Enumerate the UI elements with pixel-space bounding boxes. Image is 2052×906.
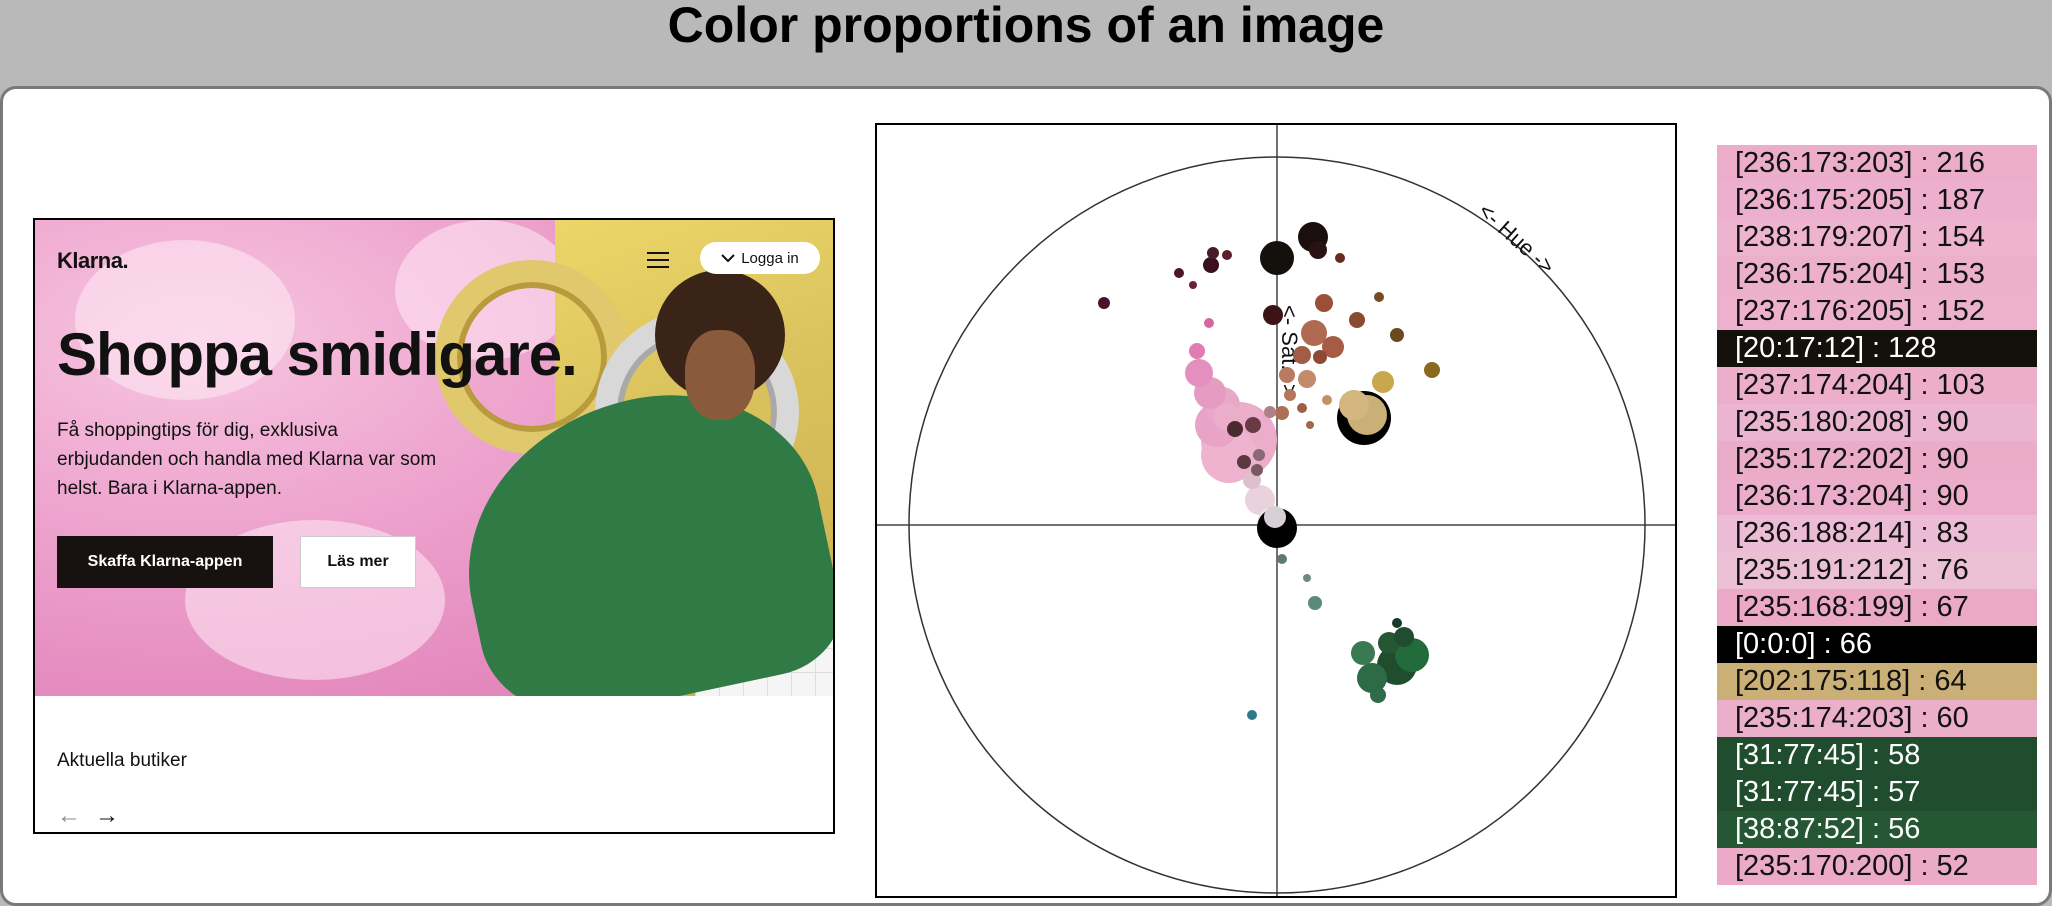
arrow-right-icon[interactable]: →	[95, 802, 119, 829]
color-point	[1394, 627, 1414, 647]
color-point	[1322, 336, 1344, 358]
color-point	[1245, 417, 1261, 433]
color-point	[1189, 281, 1197, 289]
color-row: [236:175:204] : 153	[1717, 256, 2037, 293]
color-row: [235:172:202] : 90	[1717, 441, 2037, 478]
login-button[interactable]: Logga in	[700, 242, 820, 274]
color-point	[1279, 367, 1295, 383]
color-row: [235:191:212] : 76	[1717, 552, 2037, 589]
color-row: [31:77:45] : 57	[1717, 774, 2037, 811]
page-title: Color proportions of an image	[667, 0, 1385, 53]
color-point	[1335, 253, 1345, 263]
color-points	[1098, 222, 1440, 720]
color-row: [31:77:45] : 58	[1717, 737, 2037, 774]
login-label: Logga in	[741, 249, 799, 267]
color-point	[1207, 247, 1219, 259]
color-point	[1372, 371, 1394, 393]
color-point	[1308, 596, 1322, 610]
color-row: [236:188:214] : 83	[1717, 515, 2037, 552]
color-point	[1349, 312, 1365, 328]
klarna-logo: Klarna.	[57, 248, 129, 273]
color-point	[1293, 346, 1311, 364]
color-point	[1306, 421, 1314, 429]
hero-headline: Shoppa smidigare.	[57, 321, 578, 388]
color-point	[1374, 292, 1384, 302]
color-point	[1370, 687, 1386, 703]
color-point	[1301, 320, 1327, 346]
color-row: [236:173:204] : 90	[1717, 478, 2037, 515]
color-point	[1253, 449, 1265, 461]
color-row: [20:17:12] : 128	[1717, 330, 2037, 367]
hue-axis-label: <- Hue ->	[1474, 198, 1560, 279]
color-point	[1309, 241, 1327, 259]
hamburger-menu-icon[interactable]	[647, 252, 669, 268]
color-point	[1264, 406, 1276, 418]
color-point	[1303, 574, 1311, 582]
arrow-left-icon[interactable]: ←	[57, 802, 81, 829]
color-point	[1264, 506, 1286, 528]
color-point	[1237, 455, 1251, 469]
color-row: [237:176:205] : 152	[1717, 293, 2037, 330]
color-point	[1392, 618, 1402, 628]
color-point	[1313, 350, 1327, 364]
cloud-shape	[75, 240, 295, 400]
polar-plot-svg: <- Hue -> <- Sat. ->	[877, 125, 1675, 896]
title-bar: Color proportions of an image	[0, 0, 2052, 86]
color-point	[1275, 406, 1289, 420]
color-point	[1322, 395, 1332, 405]
hero-banner: Klarna. Logga in Shoppa smidigare. Få sh…	[35, 220, 833, 696]
color-point	[1284, 389, 1296, 401]
color-point	[1263, 305, 1283, 325]
color-row: [235:174:203] : 60	[1717, 700, 2037, 737]
color-point	[1390, 328, 1404, 342]
color-point	[1251, 464, 1263, 476]
color-row: [236:175:205] : 187	[1717, 182, 2037, 219]
color-point	[1424, 362, 1440, 378]
analyzed-image: Klarna. Logga in Shoppa smidigare. Få sh…	[33, 218, 835, 834]
color-point	[1260, 241, 1294, 275]
color-point	[1203, 257, 1219, 273]
color-proportion-list: [236:173:203] : 216 [236:175:205] : 187 [2…	[1717, 145, 2037, 885]
color-point	[1297, 403, 1307, 413]
color-point	[1247, 710, 1257, 720]
color-row: [235:168:199] : 67	[1717, 589, 2037, 626]
color-point	[1277, 554, 1287, 564]
color-row: [237:174:204] : 103	[1717, 367, 2037, 404]
color-point	[1227, 421, 1243, 437]
chevron-down-icon	[721, 250, 735, 267]
color-point	[1204, 318, 1214, 328]
color-row: [38:87:52] : 56	[1717, 811, 2037, 848]
color-row: [202:175:118] : 64	[1717, 663, 2037, 700]
color-point	[1298, 370, 1316, 388]
color-point	[1357, 663, 1387, 693]
hero-subtext: Få shoppingtips för dig, exklusiva erbju…	[57, 420, 437, 499]
color-row: [235:170:200] : 52	[1717, 848, 2037, 885]
color-point	[1351, 641, 1375, 665]
color-point	[1315, 294, 1333, 312]
color-point	[1189, 343, 1205, 359]
color-point	[1098, 297, 1110, 309]
color-row: [238:179:207] : 154	[1717, 219, 2037, 256]
color-row: [0:0:0] : 66	[1717, 626, 2037, 663]
color-polar-plot: <- Hue -> <- Sat. ->	[875, 123, 1677, 898]
get-app-button[interactable]: Skaffa Klarna-appen	[57, 536, 273, 588]
color-row: [235:180:208] : 90	[1717, 404, 2037, 441]
read-more-button[interactable]: Läs mer	[300, 536, 416, 588]
color-point	[1339, 390, 1369, 420]
color-row: [236:173:203] : 216	[1717, 145, 2037, 182]
person-face	[685, 330, 755, 420]
color-point	[1174, 268, 1184, 278]
color-point	[1245, 485, 1275, 515]
color-point	[1185, 359, 1213, 387]
section-label: Aktuella butiker	[57, 750, 187, 771]
color-point	[1222, 250, 1232, 260]
